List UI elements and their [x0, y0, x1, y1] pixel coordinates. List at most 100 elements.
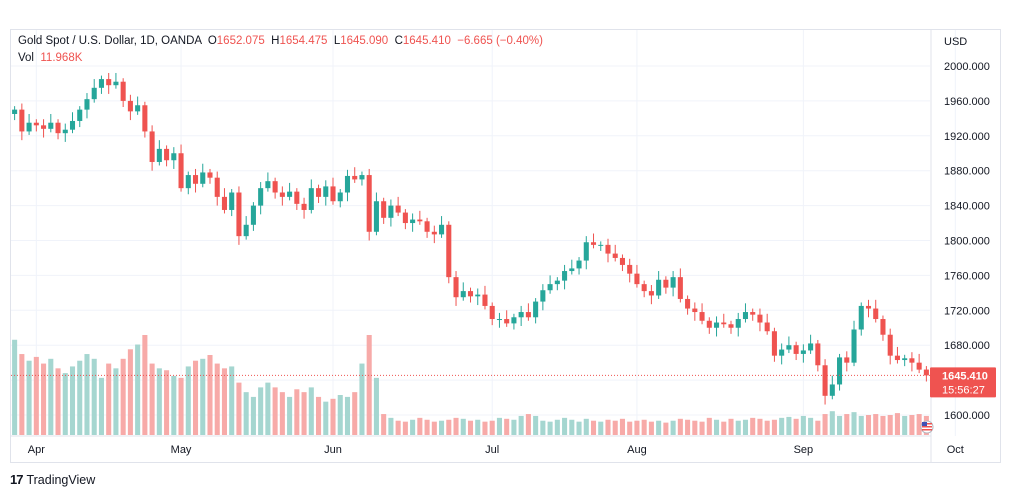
candle-body — [33, 122, 39, 126]
y-tick-label: 2000.000 — [944, 61, 990, 73]
candle-body — [533, 301, 539, 318]
volume-bar — [149, 363, 155, 435]
candle-body — [858, 305, 864, 330]
volume-bar — [330, 398, 336, 435]
volume-bar — [221, 368, 228, 435]
volume-bar — [98, 377, 104, 435]
volume-bar — [294, 389, 300, 435]
volume-bar — [844, 414, 850, 435]
candle-body — [504, 319, 510, 324]
volume-label[interactable]: Vol — [18, 52, 34, 64]
candle-body — [865, 305, 872, 309]
candle-body — [894, 355, 900, 361]
candle-body — [771, 331, 777, 356]
volume-bar — [858, 415, 864, 435]
y-tick-label: 1880.000 — [944, 166, 990, 178]
candle-body — [569, 268, 575, 272]
candle-body — [598, 244, 604, 246]
volume-bar — [713, 419, 720, 435]
candle-body — [670, 277, 676, 288]
symbol-legend: Gold Spot / U.S. Dollar, 1D, OANDA O1652… — [18, 35, 543, 47]
time-axis[interactable]: Apr May Jun Jul Aug Sep Oct — [28, 444, 964, 456]
volume-bar — [663, 422, 669, 435]
volume-bar — [590, 420, 597, 435]
candle-body — [84, 99, 90, 110]
volume-bar — [634, 420, 640, 435]
candle-body — [909, 358, 915, 363]
volume-bar — [706, 417, 712, 435]
candle-body — [156, 148, 162, 162]
candle-body — [446, 224, 452, 278]
volume-bar — [554, 419, 560, 435]
x-tick-label: Aug — [627, 444, 647, 456]
volume-bar — [482, 421, 488, 435]
volume-bar — [120, 358, 126, 435]
candle-body — [417, 219, 423, 222]
volume-bar — [685, 419, 691, 435]
volume-bar — [77, 360, 83, 435]
candle-body — [55, 122, 61, 134]
candle-body — [431, 231, 437, 235]
volume-bar — [511, 419, 517, 435]
candle-body — [540, 290, 546, 302]
tradingview-logo[interactable]: 17 TradingView — [10, 472, 95, 487]
volume-bar — [192, 360, 199, 435]
candle-body — [627, 264, 633, 274]
candle-body — [750, 312, 756, 315]
candle-body — [663, 279, 669, 288]
volume-bar — [366, 335, 372, 435]
candle-body — [91, 87, 97, 100]
volume-bar — [800, 415, 806, 435]
volume-bar — [344, 396, 351, 435]
volume-bar — [272, 387, 278, 435]
candle-body — [742, 312, 749, 320]
volume-bar — [279, 392, 285, 435]
candle-body — [258, 188, 264, 206]
volume-bar — [721, 421, 727, 435]
volume-bar — [26, 360, 32, 435]
volume-bar — [540, 420, 546, 435]
candle-body — [851, 329, 857, 363]
candle-body — [200, 172, 206, 184]
volume-bar — [518, 415, 524, 435]
volume-bar — [337, 395, 343, 435]
candle-body — [337, 192, 343, 202]
volume-bar — [207, 355, 213, 435]
candle-body — [713, 322, 720, 328]
candle-body — [612, 253, 618, 258]
volume-bar — [771, 419, 777, 435]
symbol-title[interactable]: Gold Spot / U.S. Dollar, 1D, OANDA — [18, 35, 202, 47]
volume-bar — [113, 368, 119, 435]
y-tick-label: 1680.000 — [944, 340, 990, 352]
candle-body — [923, 369, 929, 376]
candle-body — [135, 105, 141, 112]
candle-body — [272, 181, 278, 193]
candle-body — [916, 362, 922, 370]
volume-bar — [887, 415, 893, 435]
volume-bar — [692, 420, 698, 435]
volume-bar — [12, 339, 18, 435]
candle-body — [525, 312, 531, 318]
low-value: 1645.090 — [340, 35, 389, 47]
currency-label: USD — [944, 36, 967, 48]
price-axis[interactable]: USD 1600.0001640.0001680.0001720.0001760… — [944, 36, 990, 422]
high-value: 1654.475 — [279, 35, 328, 47]
volume-bar — [258, 387, 264, 435]
volume-bar — [641, 419, 647, 435]
candle-body — [106, 79, 112, 86]
volume-bar — [569, 419, 575, 435]
candle-body — [808, 343, 814, 351]
volume-bar — [439, 420, 445, 435]
volume-bar — [612, 420, 618, 435]
candle-body — [590, 242, 597, 245]
volume-bar — [91, 358, 97, 435]
volume-bar — [19, 354, 25, 435]
volume-bar — [829, 411, 835, 435]
candle-body — [164, 148, 170, 161]
volume-bar — [214, 363, 220, 435]
volume-bar — [786, 416, 792, 435]
candle-body — [127, 100, 133, 112]
candle-body — [453, 277, 459, 298]
x-tick-label: Oct — [947, 444, 964, 456]
